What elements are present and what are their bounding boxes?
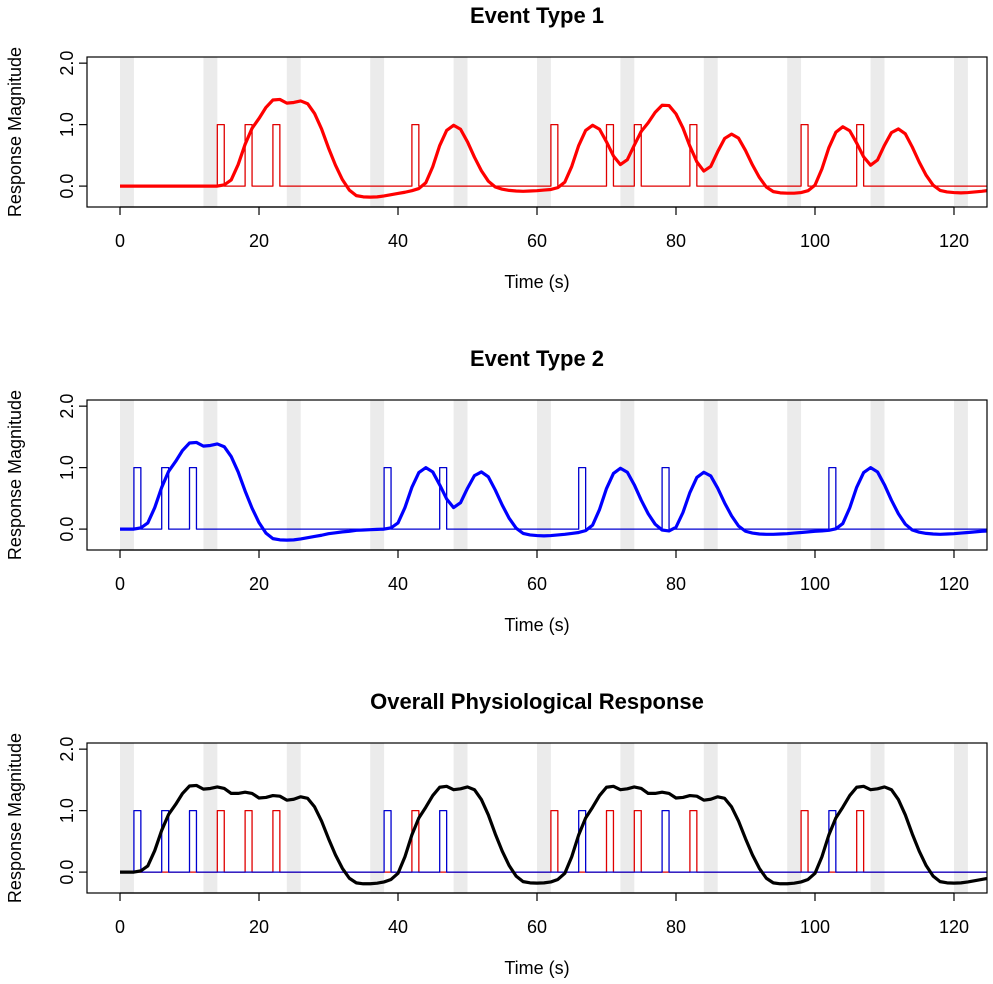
x-tick-label: 0 bbox=[115, 917, 125, 937]
y-tick-label: 1.0 bbox=[57, 455, 77, 480]
chart-title: Overall Physiological Response bbox=[370, 689, 704, 714]
y-tick-label: 1.0 bbox=[57, 112, 77, 137]
shaded-band bbox=[286, 743, 301, 893]
x-tick-label: 60 bbox=[527, 231, 547, 251]
shaded-band bbox=[537, 743, 551, 893]
y-tick-label: 0.0 bbox=[57, 517, 77, 542]
shaded-band bbox=[370, 743, 385, 893]
line-series bbox=[120, 783, 987, 886]
y-axis-label: Response Magnitude bbox=[5, 390, 25, 560]
x-tick-label: 40 bbox=[388, 231, 408, 251]
x-tick-label: 60 bbox=[527, 574, 547, 594]
shaded-band bbox=[620, 743, 635, 893]
panel: Overall Physiological Response 0 20 40 60 80 1… bbox=[5, 689, 988, 978]
x-tick-label: 20 bbox=[249, 917, 269, 937]
shaded-band bbox=[537, 57, 551, 207]
chart-title: Event Type 2 bbox=[470, 346, 604, 371]
panel: Event Type 1 0 20 40 60 80 100 120 0.0 1.0 2.0 Time… bbox=[5, 3, 988, 292]
plot-area bbox=[120, 57, 987, 207]
line-series bbox=[120, 97, 987, 199]
y-axis-label: Response Magnitude bbox=[5, 733, 25, 903]
shaded-band bbox=[870, 743, 885, 893]
x-tick-label: 0 bbox=[115, 574, 125, 594]
x-tick-label: 120 bbox=[939, 231, 969, 251]
shaded-band bbox=[537, 400, 551, 550]
shaded-band bbox=[870, 57, 885, 207]
shaded-band bbox=[787, 743, 802, 893]
y-tick-label: 1.0 bbox=[57, 798, 77, 823]
x-tick-label: 20 bbox=[249, 231, 269, 251]
chart-title: Event Type 1 bbox=[470, 3, 604, 28]
shaded-band bbox=[286, 400, 301, 550]
x-tick-label: 120 bbox=[939, 574, 969, 594]
shaded-band bbox=[120, 57, 134, 207]
x-tick-label: 100 bbox=[800, 231, 830, 251]
y-tick-label: 2.0 bbox=[57, 737, 77, 762]
x-tick-label: 120 bbox=[939, 917, 969, 937]
y-tick-label: 0.0 bbox=[57, 860, 77, 885]
shaded-band bbox=[703, 57, 718, 207]
shaded-band bbox=[370, 400, 385, 550]
x-tick-label: 80 bbox=[666, 917, 686, 937]
shaded-band bbox=[953, 57, 968, 207]
shaded-band bbox=[787, 400, 802, 550]
plot-area bbox=[120, 400, 987, 550]
shaded-band bbox=[703, 743, 718, 893]
shaded-band bbox=[203, 57, 218, 207]
x-tick-label: 100 bbox=[800, 574, 830, 594]
y-tick-label: 2.0 bbox=[57, 394, 77, 419]
x-tick-label: 60 bbox=[527, 917, 547, 937]
y-tick-label: 2.0 bbox=[57, 51, 77, 76]
x-tick-label: 100 bbox=[800, 917, 830, 937]
shaded-band bbox=[120, 743, 134, 893]
x-tick-label: 40 bbox=[388, 917, 408, 937]
x-axis-label: Time (s) bbox=[504, 958, 569, 978]
x-tick-label: 80 bbox=[666, 574, 686, 594]
line-series bbox=[120, 809, 987, 873]
shaded-band bbox=[453, 743, 468, 893]
x-tick-label: 0 bbox=[115, 231, 125, 251]
shaded-band bbox=[787, 57, 802, 207]
shaded-band bbox=[370, 57, 385, 207]
x-axis-label: Time (s) bbox=[504, 615, 569, 635]
line-series bbox=[120, 466, 987, 530]
panel: Event Type 2 0 20 40 60 80 100 120 0.0 1.0 2.0 Time… bbox=[5, 346, 988, 635]
shaded-band bbox=[953, 743, 968, 893]
y-tick-label: 0.0 bbox=[57, 174, 77, 199]
x-tick-label: 20 bbox=[249, 574, 269, 594]
shaded-band bbox=[453, 400, 468, 550]
y-axis-label: Response Magnitude bbox=[5, 47, 25, 217]
line-series bbox=[120, 809, 987, 873]
shaded-band bbox=[120, 400, 134, 550]
line-series bbox=[120, 440, 987, 542]
x-tick-label: 80 bbox=[666, 231, 686, 251]
shaded-band bbox=[620, 57, 635, 207]
plot-area bbox=[120, 743, 987, 893]
shaded-band bbox=[203, 400, 218, 550]
shaded-band bbox=[286, 57, 301, 207]
shaded-band bbox=[953, 400, 968, 550]
x-axis-label: Time (s) bbox=[504, 272, 569, 292]
line-series bbox=[120, 123, 987, 187]
x-tick-label: 40 bbox=[388, 574, 408, 594]
shaded-band bbox=[203, 743, 218, 893]
